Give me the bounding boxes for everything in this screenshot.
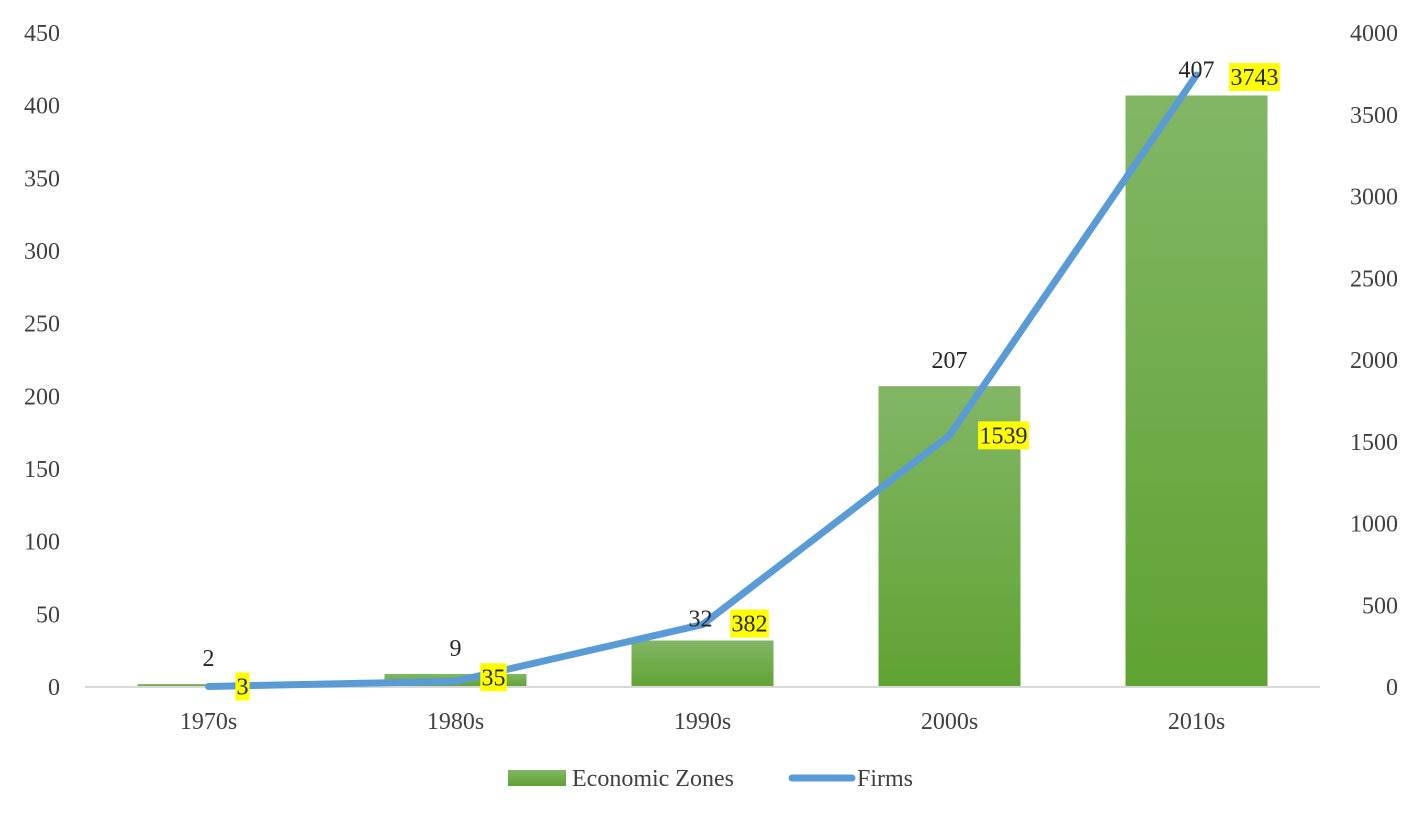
x-tick-label: 2000s	[921, 709, 978, 735]
bar-data-label: 207	[932, 348, 968, 374]
line-data-label: 35	[482, 665, 506, 691]
line-label-highlight	[730, 609, 769, 638]
x-tick-label: 1970s	[180, 709, 237, 735]
legend-label-firms: Firms	[857, 766, 913, 792]
line-data-label: 1539	[980, 423, 1028, 449]
bar-data-label: 9	[450, 636, 462, 662]
bar-data-label: 407	[1179, 57, 1215, 83]
left-tick-label: 250	[24, 312, 60, 338]
right-axis-ticks: 0 500 1000 1500 2000 2500 3000 3500 4000	[1350, 21, 1398, 701]
left-tick-label: 400	[24, 94, 60, 120]
left-tick-label: 200	[24, 384, 60, 410]
bar-data-labels: 2 9 32 207 407	[203, 57, 1215, 672]
line-data-label: 3743	[1231, 65, 1279, 91]
left-tick-label: 300	[24, 239, 60, 265]
right-tick-label: 1000	[1350, 512, 1398, 538]
right-tick-label: 1500	[1350, 430, 1398, 456]
bar-series	[137, 95, 1268, 687]
legend-label-economic-zones: Economic Zones	[572, 766, 734, 792]
left-tick-label: 350	[24, 166, 60, 192]
line-data-labels: 3 35 382 1539 3743	[235, 63, 1280, 701]
left-tick-label: 0	[48, 675, 60, 701]
right-tick-label: 2500	[1350, 266, 1398, 292]
line-series	[205, 71, 1200, 691]
x-tick-label: 2010s	[1168, 709, 1225, 735]
line-data-label: 382	[732, 612, 768, 638]
left-tick-label: 100	[24, 530, 60, 556]
bar-data-label: 2	[203, 646, 215, 672]
legend: Economic Zones Firms	[508, 766, 913, 792]
right-tick-label: 0	[1386, 675, 1398, 701]
legend-swatch-economic-zones	[508, 770, 566, 786]
left-tick-label: 450	[24, 21, 60, 47]
line-label-highlight	[480, 663, 507, 692]
left-tick-label: 150	[24, 457, 60, 483]
x-tick-label: 1980s	[427, 709, 484, 735]
x-axis-labels: 1970s 1980s 1990s 2000s 2010s	[180, 709, 1225, 735]
left-tick-label: 50	[36, 602, 60, 628]
left-axis-ticks: 0 50 100 150 200 250 300 350 400 450	[24, 21, 60, 701]
line-label-highlight	[235, 672, 250, 701]
line-data-label: 3	[237, 675, 249, 701]
firms-line	[205, 71, 1200, 691]
right-tick-label: 2000	[1350, 348, 1398, 374]
x-tick-label: 1990s	[674, 709, 731, 735]
bar-1990s	[631, 640, 774, 687]
bar-2010s	[1125, 95, 1268, 687]
right-tick-label: 4000	[1350, 21, 1398, 47]
right-tick-label: 3500	[1350, 103, 1398, 129]
bar-data-label: 32	[689, 606, 713, 632]
line-label-highlight	[978, 421, 1029, 450]
right-tick-label: 500	[1362, 593, 1398, 619]
right-tick-label: 3000	[1350, 185, 1398, 211]
line-label-highlight	[1229, 63, 1280, 92]
